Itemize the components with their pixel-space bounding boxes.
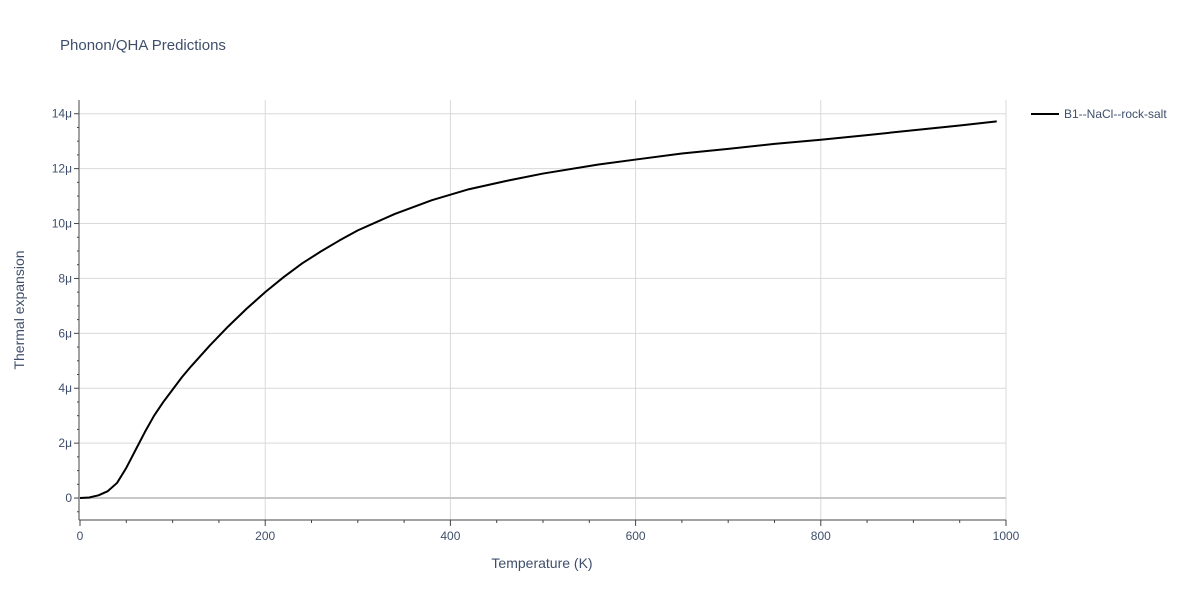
series-layer — [79, 120, 997, 500]
legend[interactable]: B1--NaCl--rock-salt — [1031, 107, 1167, 121]
y-tick-label: 10μ — [52, 217, 72, 231]
x-axis-label: Temperature (K) — [491, 555, 592, 571]
y-tick-label: 0 — [65, 491, 72, 505]
series-line[interactable] — [79, 120, 997, 500]
x-tick-label: 800 — [811, 529, 831, 543]
x-tick-label: 1000 — [993, 529, 1020, 543]
y-tick-label: 6μ — [58, 326, 72, 340]
y-tick-label: 14μ — [52, 107, 72, 121]
x-tick-label: 400 — [440, 529, 460, 543]
grid — [80, 100, 1007, 520]
legend-label: B1--NaCl--rock-salt — [1064, 107, 1167, 121]
axes: 0 2μ 4μ 6μ 8μ 10μ 12μ 14μ 0 200 400 600 800 1000 — [52, 100, 1020, 543]
y-tick-label: 12μ — [52, 162, 72, 176]
x-tick-label: 200 — [255, 529, 275, 543]
y-axis-label: Thermal expansion — [11, 250, 27, 369]
y-tick-label: 4μ — [58, 381, 72, 395]
y-tick-label: 8μ — [58, 271, 72, 285]
x-tick-label: 600 — [626, 529, 646, 543]
x-tick-label: 0 — [77, 529, 84, 543]
y-tick-label: 2μ — [58, 436, 72, 450]
chart-title: Phonon/QHA Predictions — [60, 37, 226, 54]
